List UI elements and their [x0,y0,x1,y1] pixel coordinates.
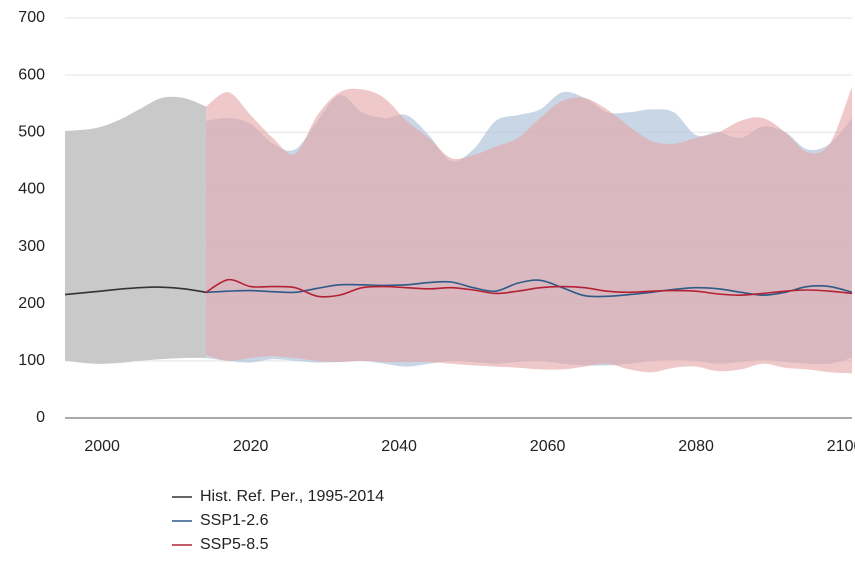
y-tick-label: 500 [18,124,45,141]
x-tick-label: 2040 [381,438,417,455]
x-tick-label: 2080 [678,438,714,455]
y-tick-label: 100 [18,352,45,369]
y-tick-label: 400 [18,181,45,198]
x-tick-label: 2000 [84,438,120,455]
legend-label: Hist. Ref. Per., 1995-2014 [200,488,384,505]
legend-label: SSP5-8.5 [200,536,269,553]
y-tick-label: 300 [18,238,45,255]
series-line [64,286,207,296]
y-tick-label: 0 [36,409,45,426]
x-tick-label: 2060 [530,438,566,455]
uncertainty-band [65,96,207,364]
x-tick-label: 2020 [233,438,269,455]
uncertainty-band [206,86,852,374]
y-tick-label: 700 [18,9,45,26]
legend-label: SSP1-2.6 [200,512,269,529]
y-tick-label: 200 [18,295,45,312]
series-line [206,279,853,298]
x-tick-label: 2100 [827,438,855,455]
y-tick-label: 600 [18,66,45,83]
series-line [205,278,853,298]
